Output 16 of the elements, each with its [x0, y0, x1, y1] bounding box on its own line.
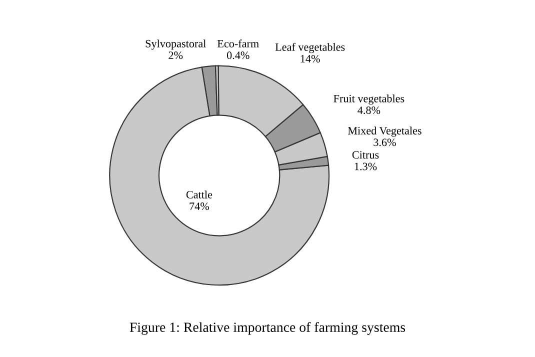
data-label: 14% [300, 54, 320, 63]
donut-slice [109, 66, 330, 286]
slice-label: Citrus [352, 151, 379, 159]
data-label: 0.4% [226, 52, 250, 60]
slice-label: Eco-farm [217, 39, 259, 48]
slice-label: Mixed Vegetales [348, 126, 422, 137]
slice-label: Leaf vegetables [275, 42, 345, 54]
data-label: 2% [168, 52, 183, 60]
data-label: 3.6% [374, 138, 396, 146]
text: Figure 1: Relative importance of farming systems [130, 322, 406, 335]
data-label: 1.3% [354, 162, 377, 170]
slice-label: Cattle [186, 190, 212, 198]
data-label: 4.8% [358, 106, 380, 114]
slice-label: Fruit vegetables [334, 94, 404, 105]
data-label: 74% [190, 202, 210, 210]
slice-label: Sylvopastoral [146, 40, 206, 50]
